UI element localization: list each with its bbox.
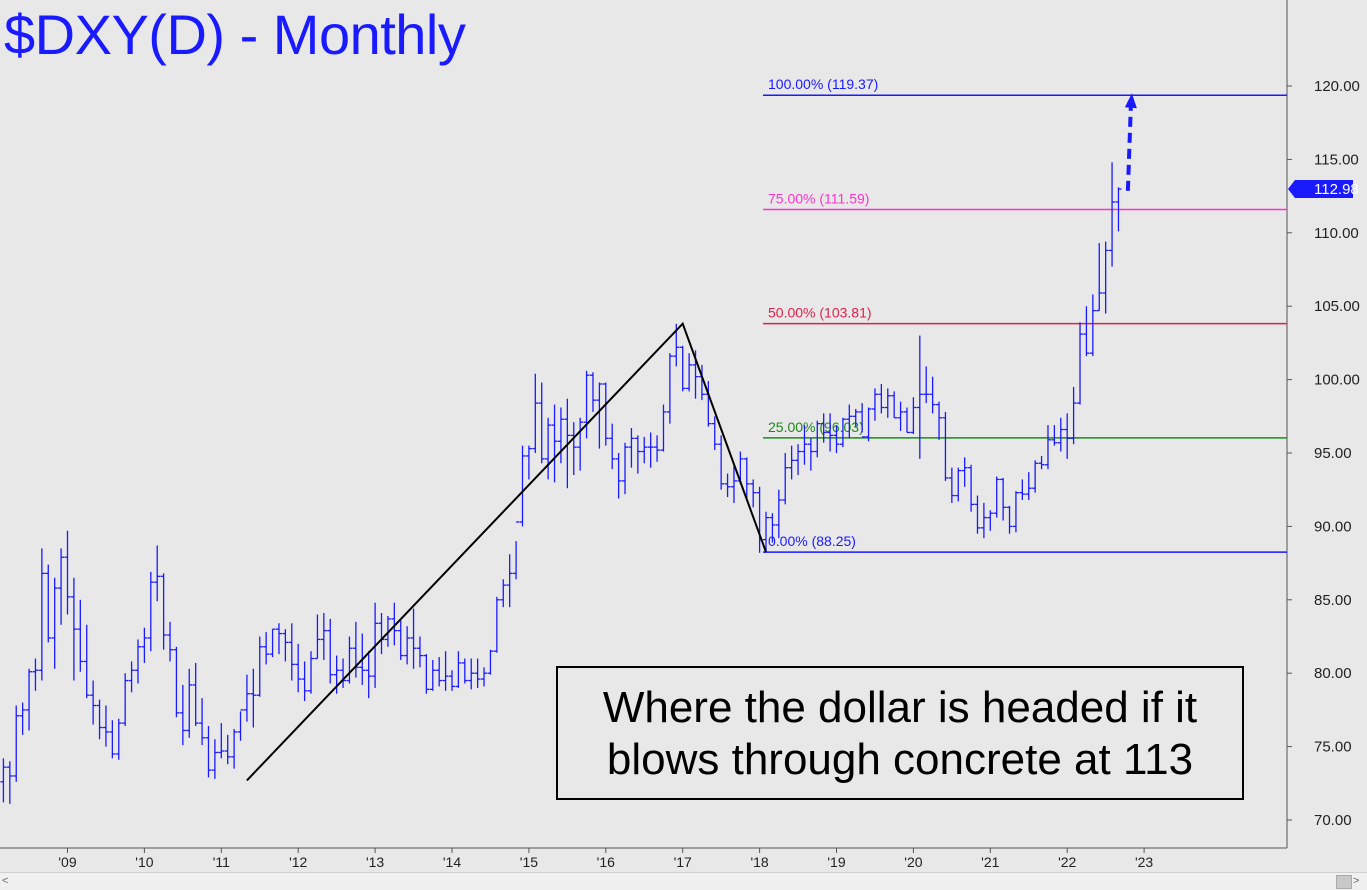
fib-level-label: 0.00% (88.25) bbox=[768, 533, 856, 549]
y-tick-label: 70.00 bbox=[1314, 812, 1352, 829]
scroll-left-arrow-icon[interactable]: < bbox=[2, 875, 9, 887]
y-tick-label: 85.00 bbox=[1314, 592, 1352, 609]
fib-level-label: 100.00% (119.37) bbox=[768, 76, 878, 92]
projection-arrowhead-icon bbox=[1124, 93, 1137, 109]
projection-arrow-line bbox=[1125, 105, 1133, 191]
x-tick-label: '15 bbox=[520, 854, 538, 870]
x-tick-label: '19 bbox=[827, 854, 845, 870]
y-tick-label: 95.00 bbox=[1314, 445, 1352, 462]
chart-canvas: 70.00 75.00 80.00 85.00 90.00 95.00 100.00 105.… bbox=[0, 0, 1360, 870]
fib-level-label: 50.00% (103.81) bbox=[768, 305, 872, 321]
abc-swing-line bbox=[246, 321, 767, 782]
callout-line-1: Where the dollar is headed if it bbox=[602, 683, 1198, 732]
horizontal-scrollbar[interactable]: < > bbox=[0, 872, 1367, 890]
x-tick-label: '09 bbox=[58, 854, 76, 870]
y-tick-label: 80.00 bbox=[1314, 665, 1352, 682]
x-tick-label: '23 bbox=[1135, 854, 1153, 870]
y-tick-label: 105.00 bbox=[1314, 298, 1360, 315]
x-tick-label: '12 bbox=[289, 854, 307, 870]
x-tick-label: '16 bbox=[597, 854, 615, 870]
chart-title: $DXY(D) - Monthly bbox=[4, 3, 466, 66]
scroll-thumb[interactable] bbox=[1336, 875, 1352, 889]
fib-level-label: 25.00% (96.03) bbox=[768, 419, 864, 435]
y-tick-label: 110.00 bbox=[1314, 225, 1359, 242]
y-tick-label: 75.00 bbox=[1314, 739, 1352, 756]
x-tick-label: '18 bbox=[750, 854, 768, 870]
callout-box: Where the dollar is headed if it blows t… bbox=[556, 666, 1244, 800]
fib-level-label: 75.00% (111.59) bbox=[768, 190, 869, 206]
callout-line-2: blows through concrete at 113 bbox=[606, 735, 1194, 784]
y-tick-label: 100.00 bbox=[1314, 372, 1360, 389]
x-tick-label: '22 bbox=[1058, 854, 1076, 870]
x-tick-label: '14 bbox=[443, 854, 461, 870]
scroll-right-arrow-icon[interactable]: > bbox=[1353, 875, 1360, 887]
x-tick-label: '21 bbox=[981, 854, 999, 870]
y-tick-label: 120.00 bbox=[1314, 78, 1360, 95]
x-tick-label: '11 bbox=[213, 854, 230, 870]
x-tick-label: '10 bbox=[135, 854, 153, 870]
y-tick-label: 115.00 bbox=[1314, 151, 1359, 168]
last-price-tag bbox=[1288, 180, 1353, 199]
x-tick-label: '13 bbox=[366, 854, 384, 870]
y-tick-label: 90.00 bbox=[1314, 518, 1352, 535]
x-tick-label: '17 bbox=[674, 854, 692, 870]
last-price-label: 112.98 bbox=[1314, 181, 1359, 198]
x-tick-label: '20 bbox=[904, 854, 922, 870]
